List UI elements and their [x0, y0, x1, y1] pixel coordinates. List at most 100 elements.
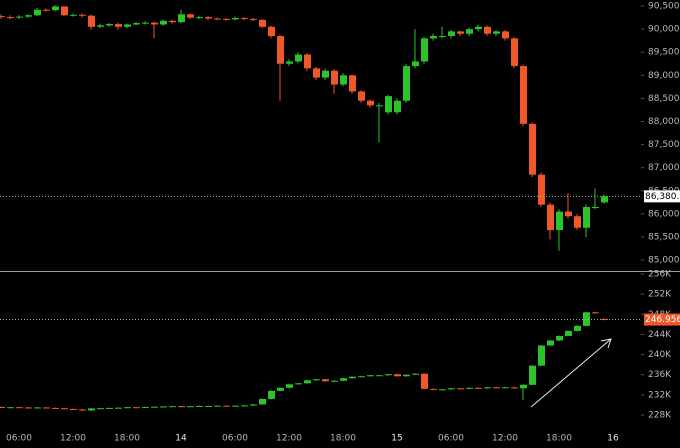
current-value-label: 246.956K: [645, 315, 680, 325]
candle-body: [250, 18, 257, 20]
candle-body: [502, 387, 509, 389]
candle-body: [16, 407, 23, 409]
y-tick-label: 88,000.0: [648, 117, 680, 127]
trend-arrow: [530, 338, 612, 408]
candle-body: [160, 20, 167, 25]
x-tick-label: 12:00: [276, 434, 302, 444]
candle-body: [205, 17, 212, 19]
candle-body: [502, 31, 509, 39]
candle-body: [277, 387, 284, 391]
candle-body: [511, 387, 518, 389]
candle-body: [133, 23, 140, 25]
candle-body: [160, 406, 167, 408]
y-tick-label: 256K: [648, 270, 672, 280]
candle-body: [61, 6, 68, 16]
candle-body: [214, 18, 221, 20]
candle-body: [79, 14, 86, 16]
candle-body: [232, 18, 239, 20]
candle-body: [592, 312, 599, 314]
y-tick-label: 90,500.0: [648, 2, 680, 12]
candle-body: [88, 15, 95, 27]
candle-body: [385, 374, 392, 376]
candle-body: [205, 405, 212, 407]
candle-body: [322, 379, 329, 382]
y-tick-label: 85,500.0: [648, 233, 680, 243]
candle-body: [34, 9, 41, 16]
candle-body: [241, 18, 248, 20]
candle-body: [358, 91, 365, 101]
x-tick-label: 06:00: [6, 434, 32, 444]
candle-body: [574, 216, 581, 228]
y-tick-label: 88,500.0: [648, 94, 680, 104]
candle-body: [538, 174, 545, 205]
candle-body: [43, 9, 50, 11]
candle-body: [331, 70, 338, 85]
candle-body: [277, 36, 284, 64]
x-tick-label: 06:00: [222, 434, 248, 444]
candle-body: [0, 16, 5, 18]
candle-body: [457, 31, 464, 34]
candle-body: [403, 66, 410, 101]
candle-body: [340, 378, 347, 381]
candle-body: [484, 26, 491, 34]
candle-body: [349, 376, 356, 379]
candle-body: [556, 335, 563, 341]
candle-body: [0, 406, 5, 408]
candle-body: [151, 22, 158, 25]
candle-body: [583, 206, 590, 228]
candle-body: [574, 325, 581, 331]
x-tick-label: 12:00: [492, 434, 518, 444]
candle-body: [214, 405, 221, 407]
candle-body: [169, 406, 176, 408]
candle-body: [475, 26, 482, 30]
candle-body: [268, 26, 275, 37]
candle-body: [475, 387, 482, 389]
candle-body: [79, 409, 86, 411]
candle-body: [151, 406, 158, 408]
candle-body: [70, 14, 77, 16]
candle-body: [448, 31, 455, 37]
candle-body: [133, 407, 140, 409]
arrow-line: [530, 338, 612, 408]
candle-body: [295, 383, 302, 385]
candle-body: [592, 206, 599, 208]
x-tick-label: 18:00: [546, 434, 572, 444]
y-tick-label: 87,000.0: [648, 163, 680, 173]
candle-body: [529, 365, 536, 385]
candle-body: [376, 105, 383, 107]
candle-body: [52, 407, 59, 409]
candle-body: [421, 373, 428, 389]
candle-body: [106, 407, 113, 409]
candle-body: [493, 387, 500, 389]
candle-body: [223, 405, 230, 407]
x-tick-label: 12:00: [60, 434, 86, 444]
arrow-head: [600, 338, 612, 349]
candle-body: [286, 384, 293, 388]
candle-body: [547, 204, 554, 231]
candle-body: [97, 25, 104, 27]
candle-body: [466, 387, 473, 389]
candle-body: [106, 24, 113, 26]
candle-body: [286, 61, 293, 64]
y-tick-label: 90,000.0: [648, 25, 680, 35]
candle-body: [331, 380, 338, 382]
x-tick-label: 18:00: [330, 434, 356, 444]
candle-body: [484, 387, 491, 389]
candle-body: [304, 54, 311, 69]
candle-body: [142, 22, 149, 24]
candle-body: [313, 379, 320, 381]
x-tick-label: 15: [391, 434, 402, 444]
candle-body: [88, 408, 95, 411]
candle-body: [349, 75, 356, 92]
candle-body: [538, 345, 545, 366]
current-value-box: [644, 190, 680, 203]
current-value-box: [644, 313, 680, 326]
y-tick-label: 240K: [648, 350, 672, 360]
candle-body: [232, 405, 239, 407]
y-tick-label: 228K: [648, 411, 672, 421]
candle-body: [124, 24, 131, 27]
candle-body: [52, 6, 59, 11]
